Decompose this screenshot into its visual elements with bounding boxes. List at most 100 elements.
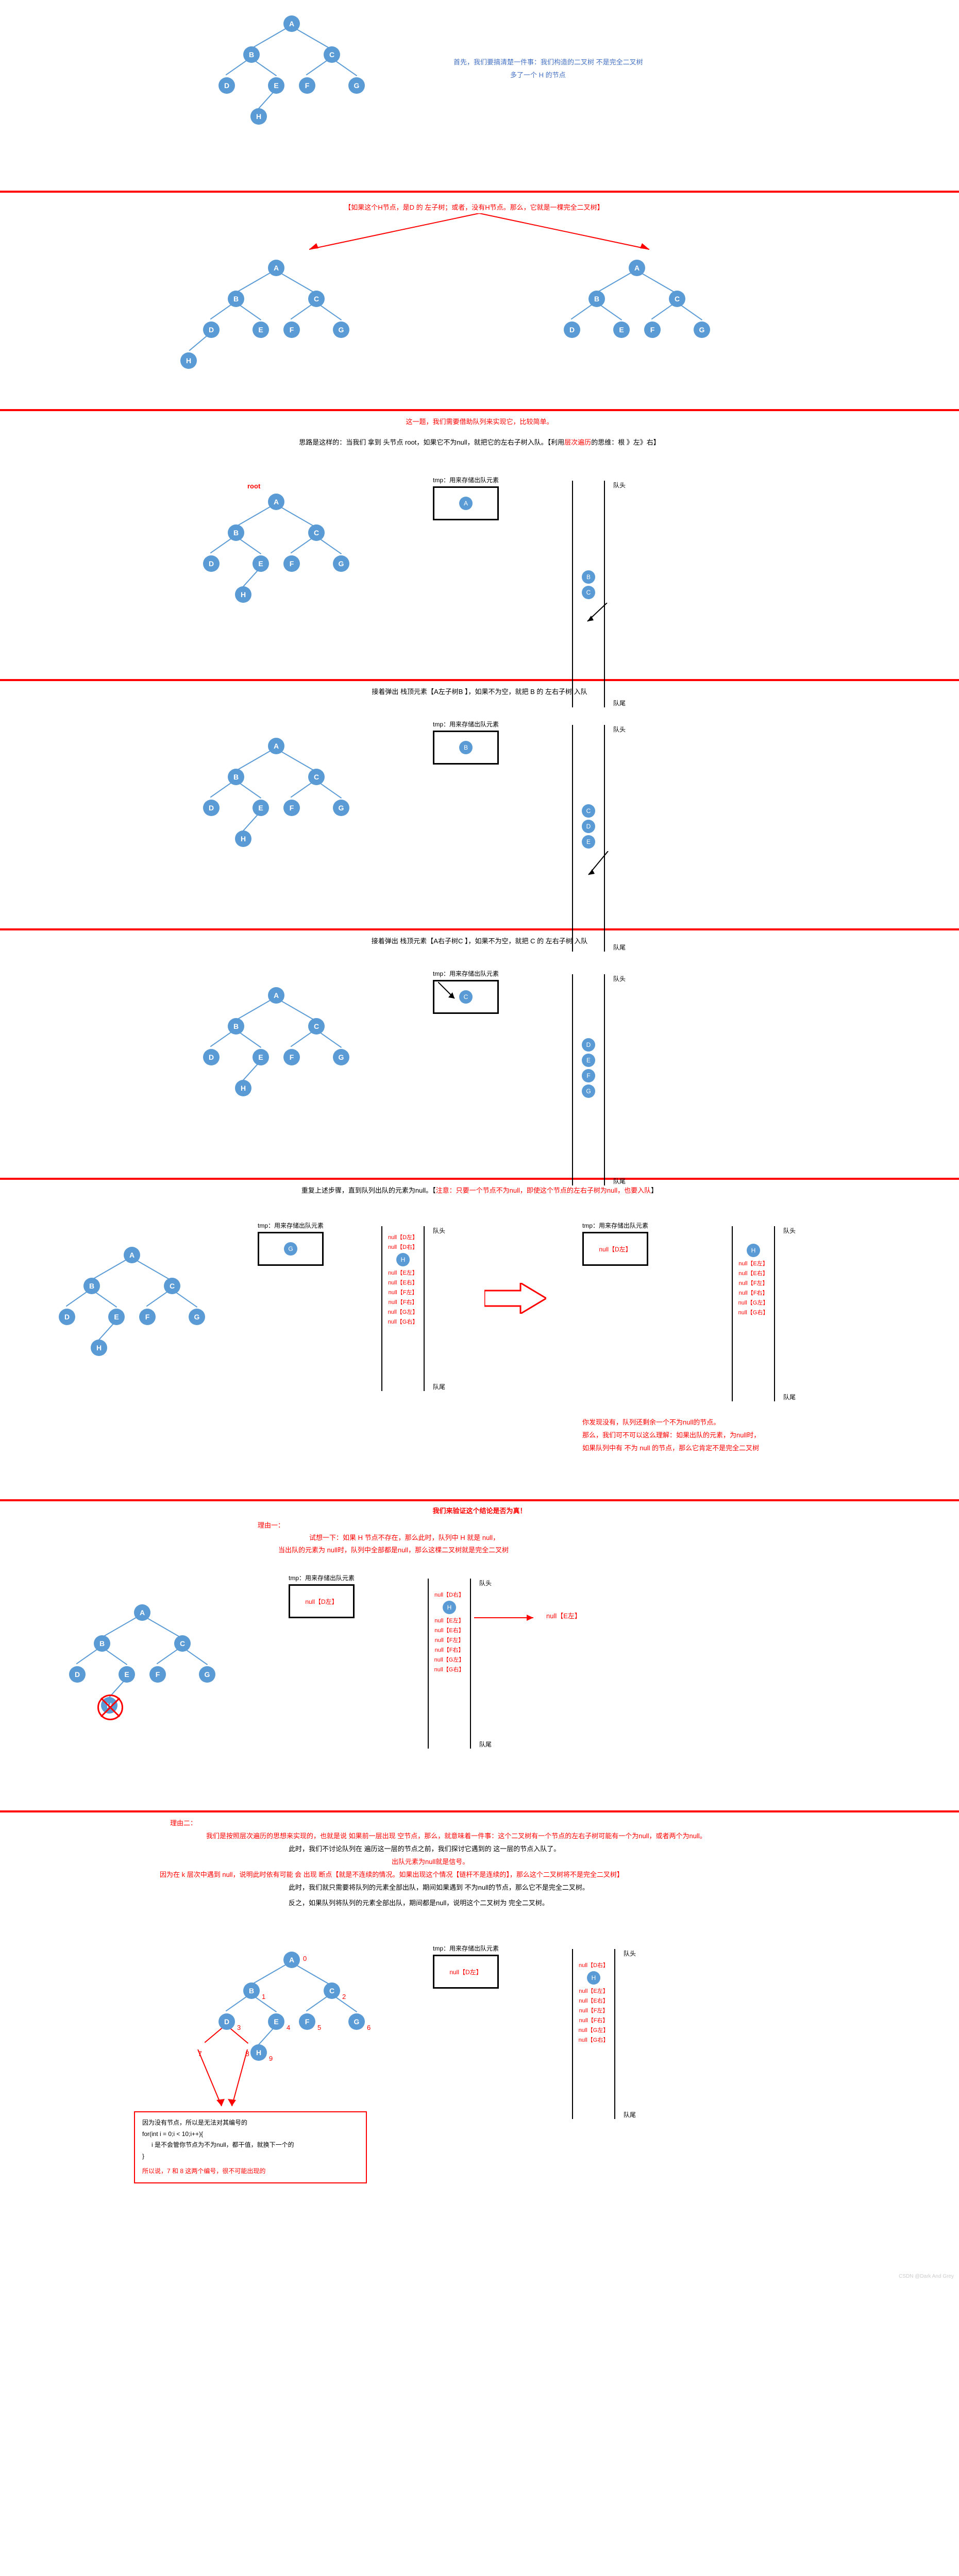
tree-node: F xyxy=(283,800,300,816)
tree-node: B xyxy=(243,46,260,63)
code-line: for(int i = 0;i < 10;i++){ xyxy=(142,2129,359,2140)
tree-node: E xyxy=(108,1309,125,1325)
tmp-value: C xyxy=(459,990,473,1004)
tree-node: D xyxy=(203,800,220,816)
reason-label: 理由一： xyxy=(258,1520,284,1530)
tree-node: E xyxy=(253,1049,269,1065)
queue-item: E xyxy=(582,835,595,849)
tree-node: D xyxy=(59,1309,75,1325)
tree-node: H xyxy=(235,831,251,847)
tree-node: G xyxy=(333,1049,349,1065)
tree-node: H xyxy=(235,586,251,603)
tree-node: A xyxy=(283,1952,300,1968)
reason-text: 我们是按照层次遍历的思想来实现的，也就是说 如果前一层出现 空节点，那么，就意味… xyxy=(206,1831,706,1840)
tree-node: G xyxy=(348,77,365,94)
queue-tail-label: 队尾 xyxy=(624,2110,636,2119)
tree-node: H xyxy=(250,108,267,125)
queue-tail-label: 队尾 xyxy=(783,1393,796,1401)
tmp-value: null【D左】 xyxy=(305,1597,338,1606)
tree-node: C xyxy=(324,46,340,63)
tree-node: A xyxy=(134,1604,150,1621)
tmp-value: G xyxy=(284,1242,297,1256)
reason-text: 出队元素为null就是信号。 xyxy=(392,1856,469,1866)
tree-node: A xyxy=(268,738,284,754)
tree-node: E xyxy=(613,321,630,338)
code-explanation-box: 因为没有节点，所以是无法对其编号的 for(int i = 0;i < 10;i… xyxy=(134,2111,367,2183)
tree-node: H xyxy=(235,1080,251,1096)
tree-node: D xyxy=(218,2013,235,2030)
tree-node: A xyxy=(268,494,284,510)
reason-label: 理由二： xyxy=(170,1818,197,1827)
tree-node: G xyxy=(189,1309,205,1325)
queue-head-label: 队头 xyxy=(624,1949,636,1958)
queue-head-label: 队头 xyxy=(783,1226,796,1235)
annotation-text: null【E左】 xyxy=(546,1611,581,1620)
tree-diagram: A B C D E F G H xyxy=(186,982,361,1116)
conclusion-text: 你发现没有，队列还剩余一个不为null的节点。 xyxy=(582,1417,720,1427)
queue-item: G xyxy=(582,1084,595,1098)
tree-left: A B C D E F G H xyxy=(186,255,361,378)
tree-node: E xyxy=(119,1666,135,1683)
queue-head-label: 队头 xyxy=(613,725,626,734)
pointer-lines xyxy=(186,2049,268,2111)
tmp-box-right: tmp：用来存储出队元素 null【D左】 xyxy=(582,1221,648,1266)
tmp-label: tmp：用来存储出队元素 xyxy=(258,1221,324,1230)
reason-text: 试想一下：如果 H 节点不存在，那么此时，队列中 H 就是 null， xyxy=(309,1532,499,1542)
tree-node: F xyxy=(299,77,315,94)
code-line: } xyxy=(142,2151,359,2162)
tree-diagram: A B C D E F G H xyxy=(186,733,361,867)
tmp-label: tmp：用来存储出队元素 xyxy=(433,720,499,728)
tree-node: A xyxy=(124,1247,140,1263)
tree-node: B xyxy=(94,1635,110,1652)
section-title: 【如果这个H节点，是D 的 左子树；或者，没有H节点。那么，它就是一棵完全二叉树… xyxy=(216,202,732,212)
queue: null【D右】Hnull【E左】null【E右】null【F左】null【F右… xyxy=(428,1579,471,1749)
tree-node: D xyxy=(564,321,580,338)
dequeue-arrow xyxy=(438,982,459,1003)
conclusion-text: 那么，我们可不可以这么理解：如果出队的元素，为null时， xyxy=(582,1430,760,1439)
tree-node: D xyxy=(203,555,220,572)
tree-right: A B C D E F G xyxy=(546,255,721,358)
queue-item: B xyxy=(582,570,595,584)
tree-node: H xyxy=(91,1340,107,1356)
tree-node: B xyxy=(228,524,244,541)
tree-node: H xyxy=(180,352,197,369)
tmp-box: tmp：用来存储出队元素 null【D左】 xyxy=(433,1944,499,1989)
section-title: 我们来验证这个结论是否为真！ xyxy=(0,1505,959,1515)
tmp-label: tmp：用来存储出队元素 xyxy=(289,1573,355,1582)
tree-node: F xyxy=(139,1309,156,1325)
queue-item: D xyxy=(582,820,595,833)
tree-node: G xyxy=(333,321,349,338)
tmp-label: tmp：用来存储出队元素 xyxy=(433,476,499,484)
tree-diagram: A B C D E F G H xyxy=(201,10,366,144)
tree-node: A xyxy=(268,987,284,1004)
reason-text: 此时，我们不讨论队列在 遍历这一层的节点之前，我们探讨它遇到的 这一层的节点入队… xyxy=(289,1843,560,1853)
queue-tail-label: 队尾 xyxy=(479,1740,492,1749)
tree-node: C xyxy=(308,291,325,307)
queue-item: F xyxy=(582,1069,595,1082)
tree-node: B xyxy=(228,291,244,307)
tmp-value: null【D左】 xyxy=(599,1245,631,1253)
queue-tail-label: 队尾 xyxy=(433,1382,445,1391)
watermark-text: CSDN @Dark And Grey xyxy=(899,2274,954,2279)
queue: D E F G 队头 队尾 xyxy=(572,974,605,1185)
tree-node: F xyxy=(149,1666,166,1683)
tmp-box: tmp：用来存储出队元素 null【D左】 xyxy=(289,1573,355,1618)
tree-node: D xyxy=(69,1666,86,1683)
tree-node: F xyxy=(644,321,661,338)
tree-node: G xyxy=(333,555,349,572)
tree-diagram: A B C D E F G H xyxy=(186,488,361,622)
code-line: 所以说，7 和 8 这两个编号，很不可能出现的 xyxy=(142,2166,359,2177)
tree-node: C xyxy=(174,1635,191,1652)
tree-node: F xyxy=(283,1049,300,1065)
tmp-value: A xyxy=(459,497,473,510)
tree-node: B xyxy=(243,1982,260,1999)
tree-node: F xyxy=(283,555,300,572)
caption-text: 首先，我们要搞清楚一件事：我们构造的二叉树 不是完全二叉树 xyxy=(453,57,643,66)
tree-node: A xyxy=(283,15,300,32)
queue-item: D xyxy=(582,1038,595,1052)
tree-node: F xyxy=(283,321,300,338)
caption-text: 多了一个 H 的节点 xyxy=(510,70,566,79)
tmp-box: tmp：用来存储出队元素 A xyxy=(433,476,499,520)
tree-node: E xyxy=(253,800,269,816)
queue-head-label: 队头 xyxy=(613,481,626,489)
